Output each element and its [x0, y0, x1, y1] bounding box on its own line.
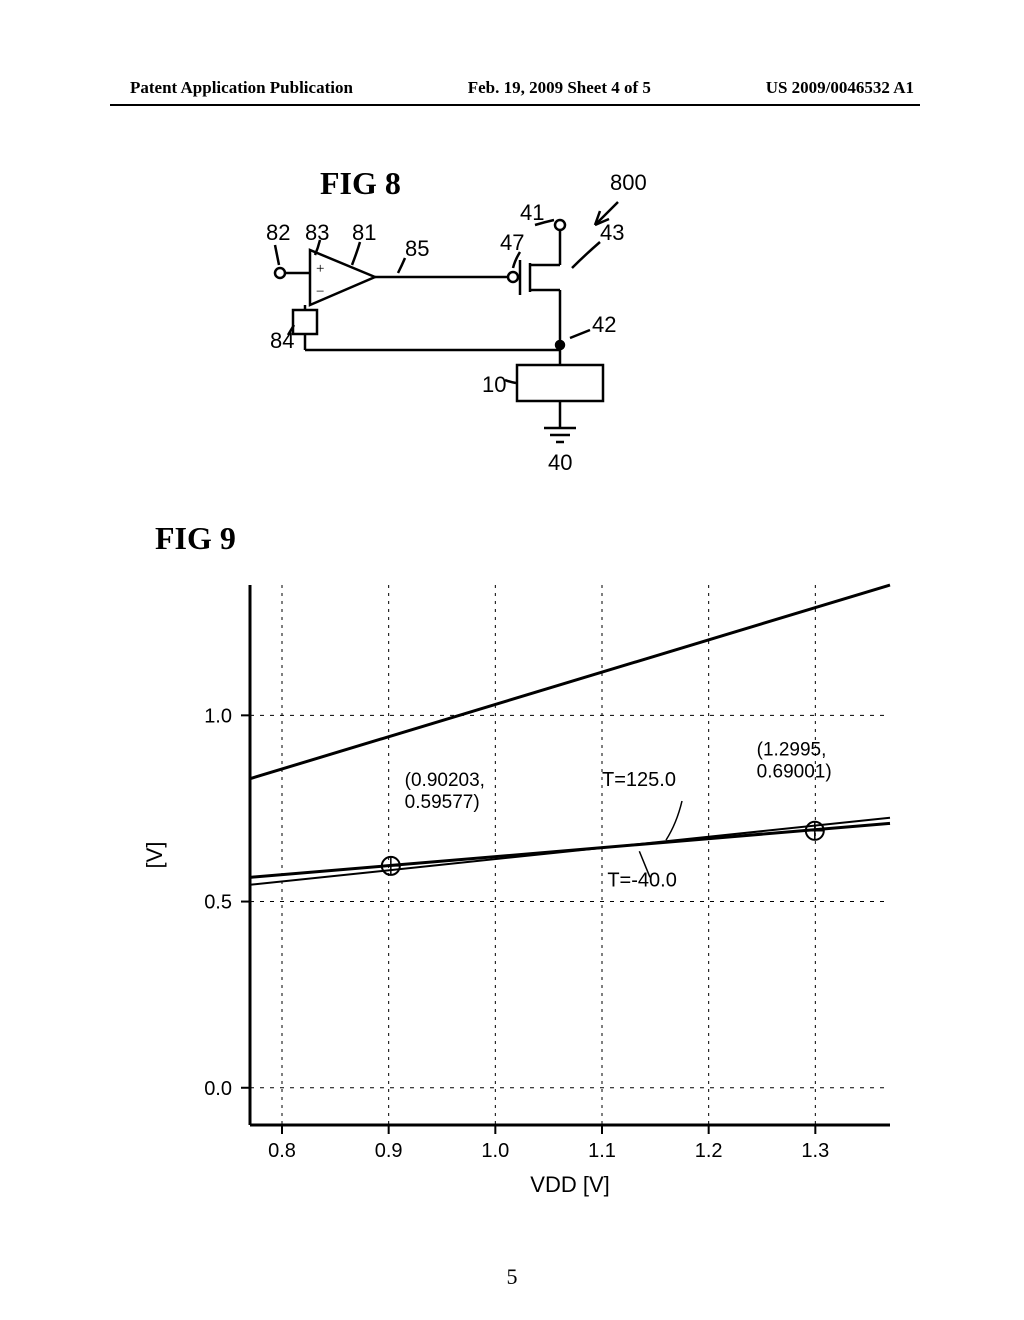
- header-right: US 2009/0046532 A1: [766, 78, 914, 98]
- fig8-label-47: 47: [500, 230, 524, 255]
- svg-text:VDD [V]: VDD [V]: [530, 1172, 609, 1197]
- fig8-label-83: 83: [305, 220, 329, 245]
- fig9-title: FIG 9: [155, 520, 236, 557]
- svg-text:+: +: [316, 261, 324, 277]
- svg-text:T=125.0: T=125.0: [602, 769, 676, 791]
- svg-text:0.69001): 0.69001): [757, 762, 832, 783]
- fig8-label-42: 42: [592, 312, 616, 337]
- fig8-label-84: 84: [270, 328, 294, 353]
- svg-text:1.3: 1.3: [801, 1140, 829, 1162]
- fig8-ref-800: 800: [610, 170, 647, 195]
- fig8-label-43: 43: [600, 220, 624, 245]
- svg-text:0.9: 0.9: [375, 1140, 403, 1162]
- fig8-label-81: 81: [352, 220, 376, 245]
- svg-text:−: −: [316, 284, 324, 300]
- svg-text:T=-40.0: T=-40.0: [607, 870, 676, 892]
- header-center: Feb. 19, 2009 Sheet 4 of 5: [468, 78, 651, 98]
- fig8-label-85: 85: [405, 236, 429, 261]
- fig9-chart: 0.8 0.9 1.0 1.1 1.2 1.3 0.0 0.5 1.0 VDD [V] [V] (0.…: [140, 570, 910, 1210]
- header-left: Patent Application Publication: [130, 78, 353, 98]
- page-header: Patent Application Publication Feb. 19, …: [0, 78, 1024, 98]
- svg-text:0.59577): 0.59577): [405, 792, 480, 813]
- fig8-diagram: + −: [260, 170, 680, 500]
- svg-text:0.0: 0.0: [204, 1078, 232, 1100]
- page-number: 5: [0, 1264, 1024, 1290]
- svg-text:(0.90203,: (0.90203,: [405, 770, 485, 791]
- fig8-label-82: 82: [266, 220, 290, 245]
- fig8-label-10: 10: [482, 372, 506, 397]
- svg-text:1.2: 1.2: [695, 1140, 723, 1162]
- svg-text:0.5: 0.5: [204, 892, 232, 914]
- svg-text:0.8: 0.8: [268, 1140, 296, 1162]
- svg-text:1.1: 1.1: [588, 1140, 616, 1162]
- svg-text:1.0: 1.0: [204, 705, 232, 727]
- svg-text:(1.2995,: (1.2995,: [757, 740, 827, 761]
- header-rule: [110, 104, 920, 106]
- svg-text:1.0: 1.0: [481, 1140, 509, 1162]
- fig8-label-41: 41: [520, 200, 544, 225]
- fig8-label-40: 40: [548, 450, 572, 475]
- svg-text:[V]: [V]: [142, 842, 167, 869]
